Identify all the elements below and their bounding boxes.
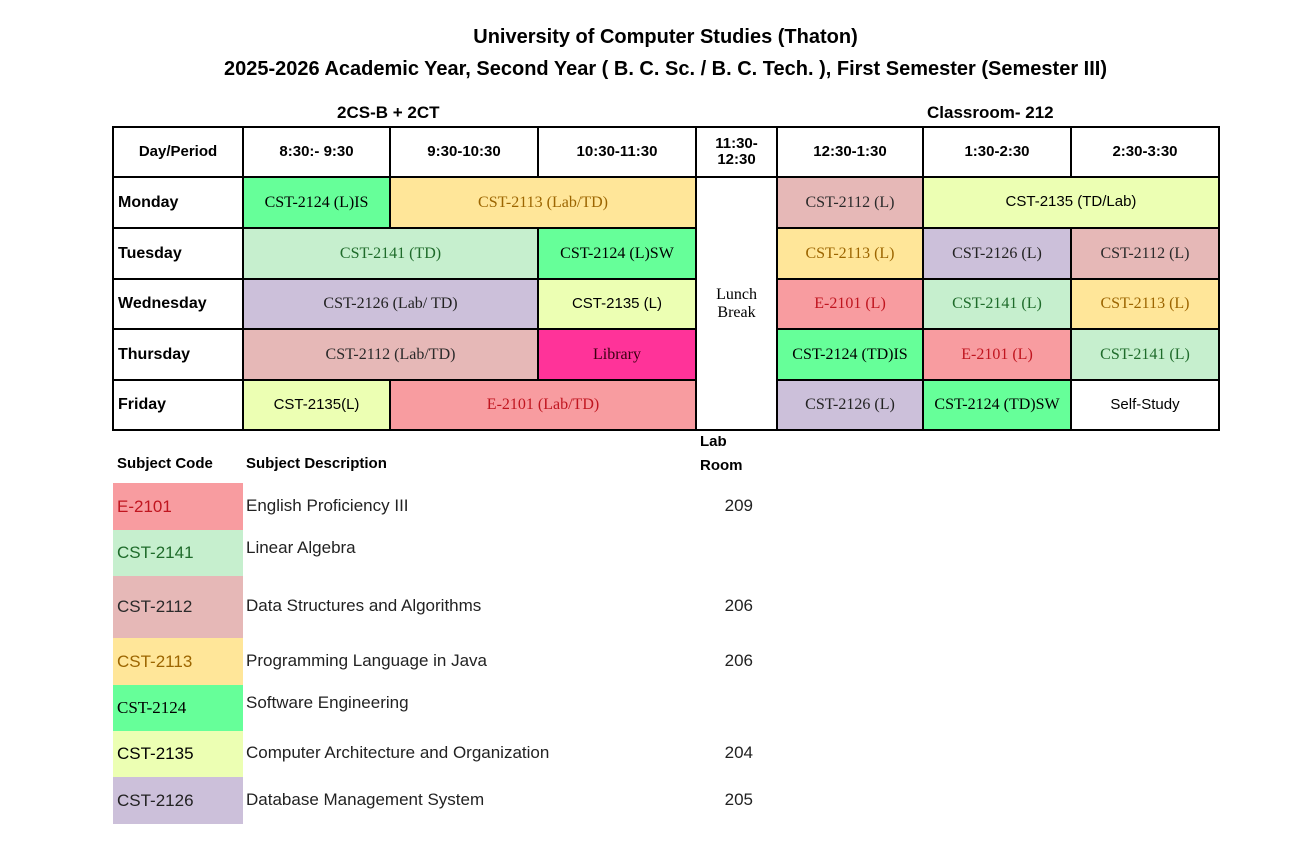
class-cell[interactable]: E-2101 (Lab/TD) xyxy=(391,381,697,431)
page-subtitle: 2025-2026 Academic Year, Second Year ( B… xyxy=(223,58,1107,80)
class-cell[interactable]: CST-2141 (L) xyxy=(1072,330,1220,381)
legend-description: Computer Architecture and Organization xyxy=(246,743,550,762)
legend-lab-room: 209 xyxy=(724,496,753,515)
class-cell[interactable]: Self-Study xyxy=(1072,381,1220,431)
class-cell[interactable]: CST-2141 (L) xyxy=(924,280,1072,330)
legend-description: Programming Language in Java xyxy=(246,651,487,670)
class-cell[interactable]: CST-2124 (TD)IS xyxy=(778,330,924,381)
class-cell[interactable]: CST-2126 (L) xyxy=(778,381,924,431)
legend-row: CST-2141 Linear Algebra xyxy=(113,530,753,576)
legend-row: CST-2124 Software Engineering xyxy=(113,685,753,731)
header-cell: 1:30-2:30 xyxy=(924,128,1072,178)
class-cell[interactable]: CST-2124 (L)IS xyxy=(244,178,391,229)
legend-lab-room: 205 xyxy=(724,790,753,809)
header-cell: 11:30-12:30 xyxy=(697,128,778,178)
header-cell: 2:30-3:30 xyxy=(1072,128,1220,178)
class-cell[interactable]: CST-2112 (L) xyxy=(1072,229,1220,280)
class-cell[interactable]: CST-2135 (L) xyxy=(539,280,697,330)
class-cell[interactable]: CST-2126 (L) xyxy=(924,229,1072,280)
day-label: Tuesday xyxy=(114,229,244,280)
class-cell[interactable]: CST-2135 (TD/Lab) xyxy=(924,178,1220,229)
legend-row: CST-2113 Programming Language in Java 206 xyxy=(113,638,753,685)
class-cell[interactable]: CST-2124 (TD)SW xyxy=(924,381,1072,431)
legend-lab-room: 206 xyxy=(724,596,753,615)
class-cell[interactable]: Library xyxy=(539,330,697,381)
header-cell: 12:30-1:30 xyxy=(778,128,924,178)
class-cell[interactable]: CST-2126 (Lab/ TD) xyxy=(244,280,539,330)
legend-description: Data Structures and Algorithms xyxy=(246,596,482,615)
header-cell: Day/Period xyxy=(114,128,244,178)
day-label: Friday xyxy=(114,381,244,431)
legend-code: CST-2141 xyxy=(113,530,243,576)
legend-description: Database Management System xyxy=(246,790,485,809)
lunch-break-label: Lunch Break xyxy=(716,285,757,321)
legend-code: CST-2135 xyxy=(113,731,243,777)
legend-description: English Proficiency III xyxy=(246,496,409,515)
legend-room-header: Lab Room xyxy=(700,436,743,480)
legend-description: Software Engineering xyxy=(246,693,409,712)
legend-lab-room: 206 xyxy=(724,651,753,670)
legend-code: E-2101 xyxy=(113,483,243,530)
legend-row: CST-2135 Computer Architecture and Organi… xyxy=(113,731,753,777)
legend-code: CST-2126 xyxy=(113,777,243,824)
lunch-break-cell: Lunch Break xyxy=(697,178,778,431)
class-cell[interactable]: E-2101 (L) xyxy=(924,330,1072,381)
class-cell[interactable]: E-2101 (L) xyxy=(778,280,924,330)
class-cell[interactable]: CST-2113 (L) xyxy=(1072,280,1220,330)
day-label: Monday xyxy=(114,178,244,229)
legend-code: CST-2124 xyxy=(113,685,243,731)
class-cell[interactable]: CST-2113 (L) xyxy=(778,229,924,280)
class-cell[interactable]: CST-2113 (Lab/TD) xyxy=(391,178,697,229)
classroom-label: Classroom- 212 xyxy=(927,103,1054,122)
header-cell: 8:30:- 9:30 xyxy=(244,128,391,178)
legend-code-header: Subject Code xyxy=(117,455,213,472)
legend-row: CST-2112 Data Structures and Algorithms 20… xyxy=(113,576,753,638)
legend-room-header-line1: Lab xyxy=(700,436,727,450)
legend-row: E-2101 English Proficiency III 209 xyxy=(113,483,753,530)
legend-room-header-line2: Room xyxy=(700,457,743,474)
page-title: University of Computer Studies (Thaton) xyxy=(473,26,858,48)
legend-lab-room: 204 xyxy=(724,743,753,762)
class-cell[interactable]: CST-2135(L) xyxy=(244,381,391,431)
class-cell[interactable]: CST-2124 (L)SW xyxy=(539,229,697,280)
timetable: Day/Period 8:30:- 9:30 9:30-10:30 10:30-11:… xyxy=(112,126,1220,431)
legend-desc-header: Subject Description xyxy=(246,455,387,472)
class-cell[interactable]: CST-2112 (L) xyxy=(778,178,924,229)
class-cell[interactable]: CST-2141 (TD) xyxy=(244,229,539,280)
legend-row: CST-2126 Database Management System 205 xyxy=(113,777,753,824)
header-cell: 9:30-10:30 xyxy=(391,128,539,178)
day-label: Thursday xyxy=(114,330,244,381)
group-label: 2CS-B + 2CT xyxy=(337,103,440,122)
day-label: Wednesday xyxy=(114,280,244,330)
legend-description: Linear Algebra xyxy=(246,538,356,557)
legend-code: CST-2113 xyxy=(113,638,243,685)
class-cell[interactable]: CST-2112 (Lab/TD) xyxy=(244,330,539,381)
header-cell: 10:30-11:30 xyxy=(539,128,697,178)
legend-code: CST-2112 xyxy=(113,576,243,638)
